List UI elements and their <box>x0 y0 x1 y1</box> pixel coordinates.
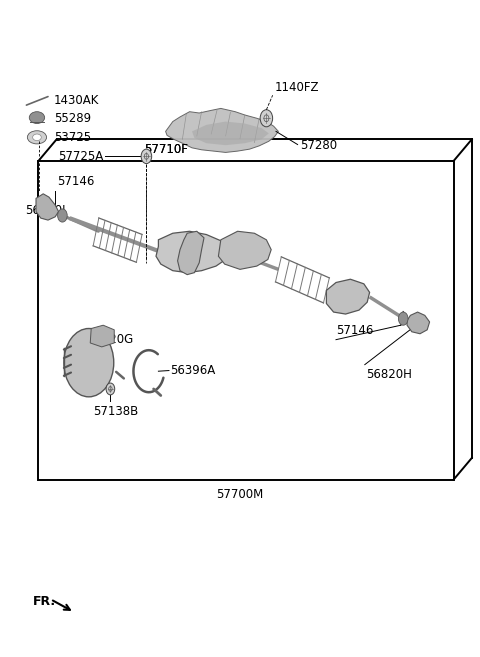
Ellipse shape <box>27 131 47 144</box>
Text: 57146: 57146 <box>57 175 94 188</box>
Polygon shape <box>36 194 59 220</box>
Ellipse shape <box>33 134 41 141</box>
Polygon shape <box>326 279 370 314</box>
Circle shape <box>141 149 152 164</box>
Text: 57280: 57280 <box>300 139 337 152</box>
Polygon shape <box>218 231 271 269</box>
Text: 57710F: 57710F <box>144 143 188 156</box>
Polygon shape <box>156 231 229 273</box>
Circle shape <box>64 328 114 397</box>
Text: 57710F: 57710F <box>144 143 188 156</box>
Text: 56396A: 56396A <box>170 364 216 377</box>
Text: FR.: FR. <box>33 595 56 608</box>
Polygon shape <box>90 325 114 347</box>
Circle shape <box>106 383 115 395</box>
Circle shape <box>58 209 67 222</box>
Text: 56820H: 56820H <box>366 368 412 381</box>
Ellipse shape <box>29 112 45 124</box>
Text: 57146: 57146 <box>336 324 373 337</box>
Text: 57725A: 57725A <box>58 150 103 163</box>
Circle shape <box>398 312 408 325</box>
Text: 56820J: 56820J <box>25 204 65 217</box>
Text: 57138B: 57138B <box>94 405 139 418</box>
Circle shape <box>260 110 273 127</box>
Polygon shape <box>192 122 269 145</box>
Text: 1430AK: 1430AK <box>54 94 99 107</box>
Polygon shape <box>178 231 204 275</box>
Text: 1140FZ: 1140FZ <box>275 81 319 94</box>
Text: 53725: 53725 <box>54 131 91 144</box>
Polygon shape <box>407 312 430 334</box>
Text: 57700M: 57700M <box>216 487 264 501</box>
Polygon shape <box>166 108 278 152</box>
Bar <box>38 161 454 480</box>
Text: 56320G: 56320G <box>87 332 133 346</box>
Text: 55289: 55289 <box>54 112 91 125</box>
